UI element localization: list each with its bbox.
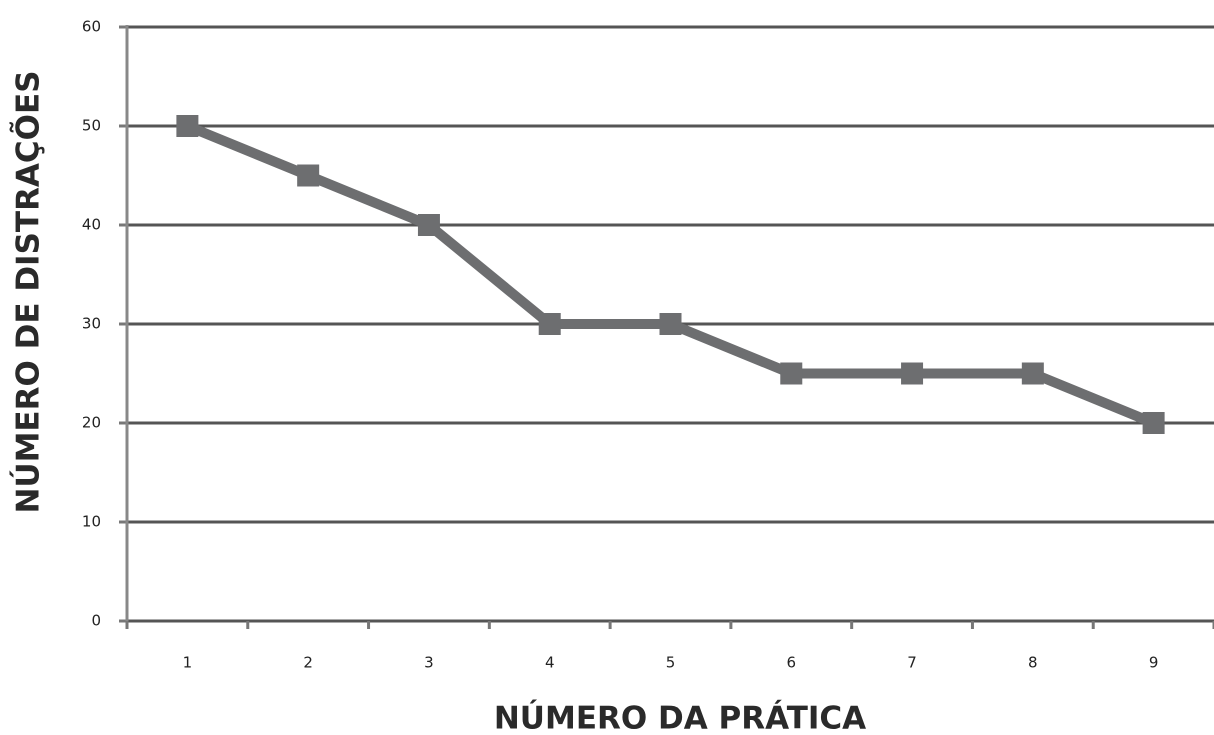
x-tick-label: 2 (303, 654, 313, 672)
marker (659, 313, 682, 335)
marker (1021, 362, 1044, 385)
x-tick-label: 6 (787, 654, 797, 672)
y-tick-label: 0 (91, 612, 101, 630)
x-tick-label: 1 (183, 654, 193, 672)
y-tick-label: 40 (82, 216, 101, 234)
marker (780, 362, 803, 385)
line (185, 121, 1156, 428)
marker (176, 115, 199, 137)
y-tick-label: 20 (82, 414, 101, 432)
y-axis-title: NÚMERO DE DISTRAÇÕES (10, 70, 47, 513)
x-tick-label: 9 (1149, 654, 1159, 672)
y-tick-label: 50 (82, 117, 101, 135)
marker (297, 164, 320, 187)
x-tick-label: 5 (666, 654, 676, 672)
x-tick-label: 8 (1028, 654, 1038, 672)
marker (901, 362, 924, 385)
x-tick-label: 7 (907, 654, 917, 672)
y-tick-label: 10 (82, 513, 101, 531)
x-tick-label: 3 (424, 654, 434, 672)
marker (1142, 412, 1165, 434)
x-tick-label: 4 (545, 654, 555, 672)
y-tick-label: 30 (82, 315, 101, 333)
y-tick-label: 60 (82, 18, 101, 36)
marker (417, 214, 440, 236)
marker (538, 313, 561, 335)
x-axis-title: NÚMERO DA PRÁTICA (494, 700, 866, 735)
